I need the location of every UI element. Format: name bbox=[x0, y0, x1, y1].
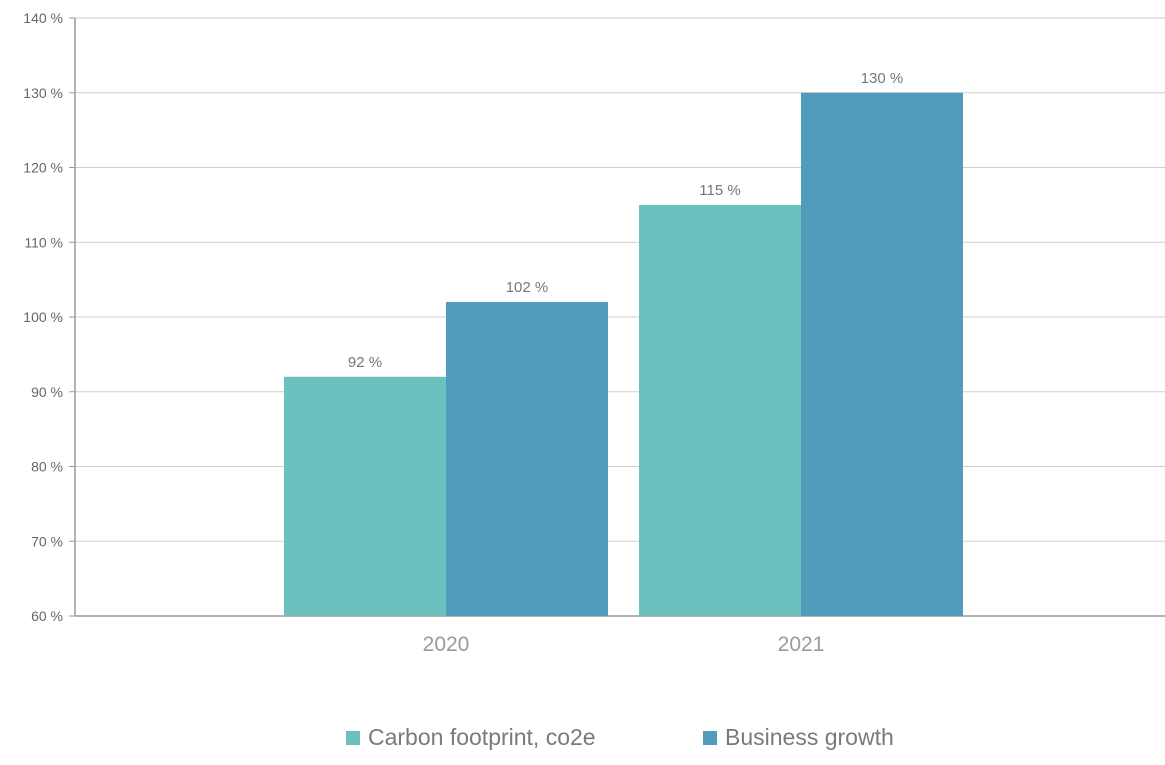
legend-swatch bbox=[703, 731, 717, 745]
data-label: 102 % bbox=[506, 279, 549, 296]
gridlines bbox=[75, 17, 1165, 542]
y-tick-label: 90 % bbox=[31, 384, 63, 400]
legend-label: Business growth bbox=[725, 724, 894, 750]
y-tick-label: 70 % bbox=[31, 533, 63, 549]
data-label: 92 % bbox=[348, 354, 382, 371]
data-label: 115 % bbox=[699, 182, 740, 199]
x-category-label: 2020 bbox=[423, 633, 470, 656]
y-tick-label: 130 % bbox=[23, 85, 63, 101]
bars bbox=[284, 92, 963, 616]
y-tick-label: 100 % bbox=[23, 309, 63, 325]
legend: Carbon footprint, co2e Business growth bbox=[346, 724, 894, 750]
y-tick-label: 60 % bbox=[31, 608, 63, 624]
y-tick-label: 80 % bbox=[31, 459, 63, 475]
y-tick-label: 110 % bbox=[24, 234, 63, 250]
x-category-label: 2021 bbox=[778, 633, 825, 656]
bar-2020-series-1 bbox=[284, 376, 446, 616]
legend-label: Carbon footprint, co2e bbox=[368, 724, 596, 750]
data-label: 130 % bbox=[861, 70, 904, 87]
bar-2021-series-1 bbox=[639, 204, 801, 616]
y-tick-label: 140 % bbox=[23, 10, 63, 26]
y-tick-label: 120 % bbox=[23, 160, 63, 176]
axes: 60 % 70 % 80 % 90 % 100 % 110 % 120 % 130 % 140 … bbox=[23, 10, 1165, 656]
legend-swatch bbox=[346, 731, 360, 745]
data-labels: 92 % 102 % 115 % 130 % bbox=[348, 70, 903, 371]
bar-2021-series-2 bbox=[801, 92, 963, 616]
bar-2020-series-2 bbox=[446, 302, 608, 616]
